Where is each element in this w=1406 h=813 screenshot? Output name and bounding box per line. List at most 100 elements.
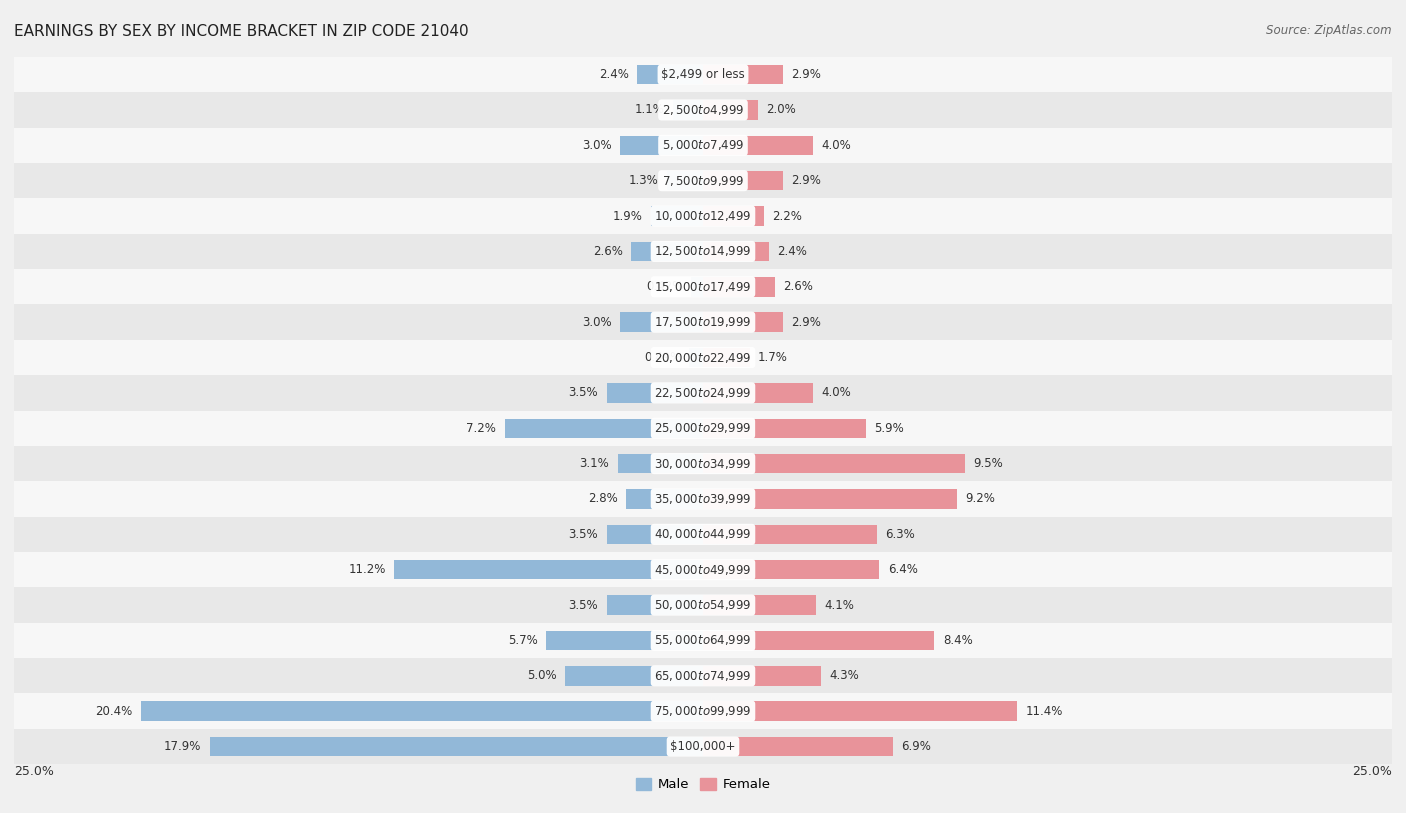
Text: 2.9%: 2.9% xyxy=(792,68,821,81)
Bar xyxy=(672,100,703,120)
Text: $22,500 to $24,999: $22,500 to $24,999 xyxy=(654,386,752,400)
Bar xyxy=(626,489,703,509)
Bar xyxy=(703,595,815,615)
Bar xyxy=(651,207,703,226)
Bar xyxy=(14,552,1392,587)
Bar xyxy=(141,702,703,721)
Text: $2,500 to $4,999: $2,500 to $4,999 xyxy=(662,103,744,117)
Bar xyxy=(14,411,1392,446)
Text: 20.4%: 20.4% xyxy=(96,705,132,718)
Text: 1.3%: 1.3% xyxy=(628,174,659,187)
Text: 2.9%: 2.9% xyxy=(792,315,821,328)
Bar xyxy=(14,481,1392,517)
Text: $55,000 to $64,999: $55,000 to $64,999 xyxy=(654,633,752,647)
Bar xyxy=(14,57,1392,92)
Text: 1.1%: 1.1% xyxy=(634,103,665,116)
Bar xyxy=(703,277,775,297)
Text: 2.2%: 2.2% xyxy=(772,210,801,223)
Bar xyxy=(14,304,1392,340)
Bar xyxy=(703,702,1017,721)
Bar xyxy=(631,241,703,261)
Bar xyxy=(703,631,935,650)
Text: 7.2%: 7.2% xyxy=(467,422,496,435)
Bar xyxy=(703,666,821,685)
Text: 11.2%: 11.2% xyxy=(349,563,387,576)
Bar xyxy=(394,560,703,580)
Text: $30,000 to $34,999: $30,000 to $34,999 xyxy=(654,457,752,471)
Bar xyxy=(703,524,876,544)
Text: 25.0%: 25.0% xyxy=(1353,765,1392,778)
Text: $7,500 to $9,999: $7,500 to $9,999 xyxy=(662,174,744,188)
Text: 9.2%: 9.2% xyxy=(965,493,994,506)
Text: 4.3%: 4.3% xyxy=(830,669,859,682)
Text: 5.9%: 5.9% xyxy=(875,422,904,435)
Bar xyxy=(703,737,893,756)
Bar xyxy=(703,383,813,402)
Text: 6.4%: 6.4% xyxy=(887,563,918,576)
Text: 2.6%: 2.6% xyxy=(783,280,813,293)
Text: 0.42%: 0.42% xyxy=(645,280,683,293)
Text: 4.0%: 4.0% xyxy=(821,139,851,152)
Text: EARNINGS BY SEX BY INCOME BRACKET IN ZIP CODE 21040: EARNINGS BY SEX BY INCOME BRACKET IN ZIP… xyxy=(14,24,468,39)
Text: 5.0%: 5.0% xyxy=(527,669,557,682)
Bar xyxy=(703,241,769,261)
Text: 4.0%: 4.0% xyxy=(821,386,851,399)
Text: 1.7%: 1.7% xyxy=(758,351,787,364)
Bar xyxy=(606,524,703,544)
Text: 11.4%: 11.4% xyxy=(1025,705,1063,718)
Bar xyxy=(689,348,703,367)
Text: 2.9%: 2.9% xyxy=(792,174,821,187)
Text: 6.9%: 6.9% xyxy=(901,740,931,753)
Bar xyxy=(692,277,703,297)
Text: $12,500 to $14,999: $12,500 to $14,999 xyxy=(654,245,752,259)
Bar xyxy=(14,233,1392,269)
Bar xyxy=(703,100,758,120)
Bar xyxy=(14,587,1392,623)
Text: 3.5%: 3.5% xyxy=(568,528,599,541)
Text: 6.3%: 6.3% xyxy=(884,528,915,541)
Text: 3.5%: 3.5% xyxy=(568,598,599,611)
Bar xyxy=(703,312,783,332)
Text: $2,499 or less: $2,499 or less xyxy=(661,68,745,81)
Bar xyxy=(14,446,1392,481)
Text: $50,000 to $54,999: $50,000 to $54,999 xyxy=(654,598,752,612)
Bar xyxy=(703,489,956,509)
Text: 3.0%: 3.0% xyxy=(582,139,612,152)
Text: Source: ZipAtlas.com: Source: ZipAtlas.com xyxy=(1267,24,1392,37)
Text: $35,000 to $39,999: $35,000 to $39,999 xyxy=(654,492,752,506)
Bar xyxy=(14,659,1392,693)
Text: $15,000 to $17,499: $15,000 to $17,499 xyxy=(654,280,752,293)
Text: $45,000 to $49,999: $45,000 to $49,999 xyxy=(654,563,752,576)
Bar xyxy=(505,419,703,438)
Text: 17.9%: 17.9% xyxy=(165,740,201,753)
Bar xyxy=(14,623,1392,659)
Text: 3.5%: 3.5% xyxy=(568,386,599,399)
Bar xyxy=(14,376,1392,411)
Text: 2.8%: 2.8% xyxy=(588,493,617,506)
Bar xyxy=(14,340,1392,375)
Bar xyxy=(14,517,1392,552)
Text: $100,000+: $100,000+ xyxy=(671,740,735,753)
Text: $5,000 to $7,499: $5,000 to $7,499 xyxy=(662,138,744,152)
Text: 1.9%: 1.9% xyxy=(613,210,643,223)
Text: 3.0%: 3.0% xyxy=(582,315,612,328)
Bar xyxy=(14,693,1392,729)
Bar xyxy=(606,595,703,615)
Bar xyxy=(703,348,749,367)
Bar xyxy=(14,128,1392,163)
Text: 4.1%: 4.1% xyxy=(824,598,853,611)
Text: 9.5%: 9.5% xyxy=(973,457,1002,470)
Text: 0.49%: 0.49% xyxy=(644,351,682,364)
Text: 8.4%: 8.4% xyxy=(943,634,973,647)
Bar xyxy=(565,666,703,685)
Bar xyxy=(668,171,703,190)
Legend: Male, Female: Male, Female xyxy=(630,772,776,797)
Bar xyxy=(617,454,703,473)
Bar xyxy=(703,65,783,85)
Text: $17,500 to $19,999: $17,500 to $19,999 xyxy=(654,315,752,329)
Text: $25,000 to $29,999: $25,000 to $29,999 xyxy=(654,421,752,435)
Bar xyxy=(14,198,1392,234)
Text: 5.7%: 5.7% xyxy=(508,634,537,647)
Bar xyxy=(209,737,703,756)
Text: 2.4%: 2.4% xyxy=(599,68,628,81)
